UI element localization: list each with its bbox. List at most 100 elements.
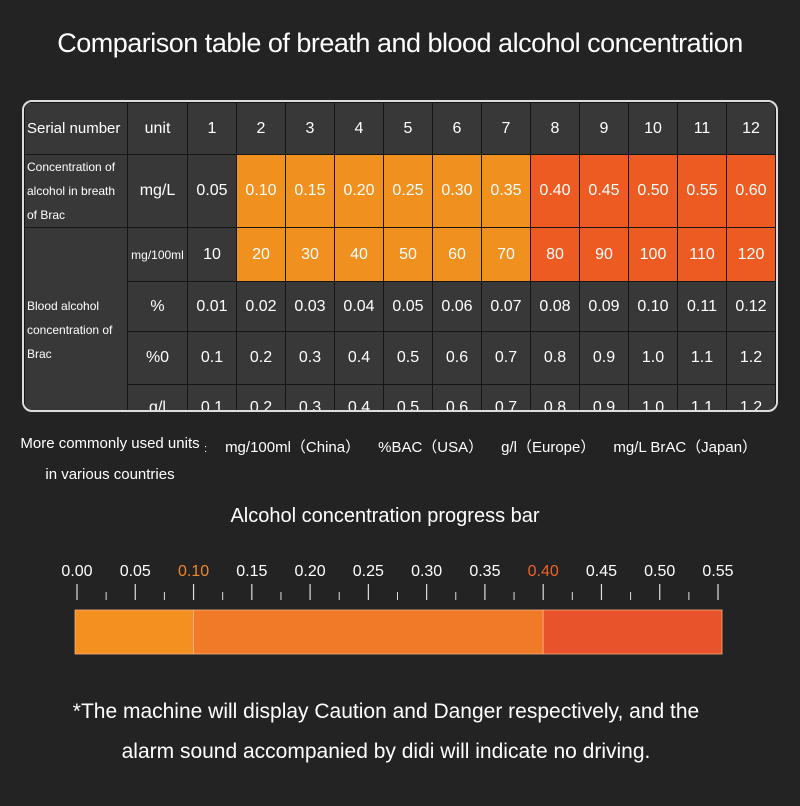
- cell: 0.45: [579, 154, 629, 228]
- cell: 1.2: [726, 331, 776, 385]
- footnote-line: alarm sound accompanied by didi will ind…: [121, 740, 651, 763]
- cell: 0.07: [481, 281, 531, 332]
- cell: 0.6: [432, 331, 482, 385]
- header-cell: 2: [236, 102, 286, 155]
- cell: 0.2: [236, 331, 286, 385]
- cell: 0.02: [236, 281, 286, 332]
- cell: 110: [677, 227, 727, 282]
- header-cell: 4: [334, 102, 384, 155]
- cell: 0.1: [187, 384, 237, 410]
- cell: 0.60: [726, 154, 776, 228]
- header-cell: Serial number: [24, 102, 128, 155]
- table: Serial number unit 1 2 3 4 5 6 7 8 9 10 11 12 Concentr…: [24, 102, 776, 410]
- header-cell: 7: [481, 102, 531, 155]
- footnote: *The machine will display Caution and Da…: [0, 692, 772, 772]
- cell: 0.6: [432, 384, 482, 410]
- row: Concentration of alcohol in breath of Br…: [24, 154, 776, 228]
- cell: 0.8: [530, 384, 580, 410]
- header-cell: 11: [677, 102, 727, 155]
- tick-label: 0.55: [702, 563, 733, 580]
- tick-label: 0.05: [120, 563, 151, 580]
- cell: 0.01: [187, 281, 237, 332]
- cell: 0.08: [530, 281, 580, 332]
- bar-segment: [74, 609, 194, 655]
- note-item: mg/100ml（China）: [225, 439, 361, 456]
- cell: 0.5: [383, 384, 433, 410]
- row: Blood alcohol concentration of Brac mg/10…: [24, 227, 776, 410]
- cell: 0.9: [579, 384, 629, 410]
- cell: 1.0: [628, 331, 678, 385]
- cell: 20: [236, 227, 286, 282]
- cell: 0.05: [383, 281, 433, 332]
- cell: 1.2: [726, 384, 776, 410]
- cell: 0.25: [383, 154, 433, 228]
- cell: 90: [579, 227, 629, 282]
- cell: 0.3: [285, 331, 335, 385]
- progress-title: Alcohol concentration progress bar: [230, 505, 540, 527]
- cell: 0.30: [432, 154, 482, 228]
- group-label: Concentration of alcohol in breath of Br…: [24, 154, 128, 228]
- tick-label: 0.15: [236, 563, 267, 580]
- cell: 0.8: [530, 331, 580, 385]
- cell: 0.7: [481, 331, 531, 385]
- cell: 0.35: [481, 154, 531, 228]
- cell: 1.1: [677, 384, 727, 410]
- table-box: Serial number unit 1 2 3 4 5 6 7 8 9 10 11 12 Concentr…: [22, 100, 778, 412]
- group-label: Blood alcohol concentration of Brac: [24, 227, 128, 410]
- bar-segment: [542, 609, 723, 655]
- unit-cell: g/l: [127, 384, 188, 410]
- cell: 0.4: [334, 384, 384, 410]
- header-cell: unit: [127, 102, 188, 155]
- cell: 0.03: [285, 281, 335, 332]
- cell: 80: [530, 227, 580, 282]
- row: % 0.01 0.02 0.03 0.04 0.05 0.06 0.07 0.08 0.09 0.1…: [25, 281, 776, 332]
- tick-label: 0.50: [644, 563, 675, 580]
- header-cell: 12: [726, 102, 776, 155]
- cell: 0.7: [481, 384, 531, 410]
- cell: 0.04: [334, 281, 384, 332]
- cell: 1.1: [677, 331, 727, 385]
- cell: 0.9: [579, 331, 629, 385]
- cell: 100: [628, 227, 678, 282]
- cell: 0.10: [628, 281, 678, 332]
- cell: 0.40: [530, 154, 580, 228]
- header-cell: 9: [579, 102, 629, 155]
- note-lead: :: [204, 443, 208, 455]
- cell: 0.3: [285, 384, 335, 410]
- header-cell: 6: [432, 102, 482, 155]
- cell: 0.05: [187, 154, 237, 228]
- cell: 0.5: [383, 331, 433, 385]
- units-note-items: : mg/100ml（China） %BAC（USA） g/l（Europe） mg/L…: [204, 436, 757, 457]
- tick-label: 0.00: [61, 563, 92, 580]
- tick-label: 0.25: [353, 563, 384, 580]
- cell: 0.12: [726, 281, 776, 332]
- cell: 0.20: [334, 154, 384, 228]
- bar-segment: [193, 609, 544, 655]
- cell: 60: [432, 227, 482, 282]
- tick-label: 0.40: [528, 563, 559, 580]
- header-cell: 10: [628, 102, 678, 155]
- cell: 0.06: [432, 281, 482, 332]
- cell: 30: [285, 227, 335, 282]
- unit-cell: mg/L: [127, 154, 188, 228]
- header-cell: 3: [285, 102, 335, 155]
- cell: 40: [334, 227, 384, 282]
- unit-cell: mg/100ml: [127, 227, 188, 282]
- tick-label: 0.20: [295, 563, 326, 580]
- tick-label: 0.45: [586, 563, 617, 580]
- footnote-line: *The machine will display Caution and Da…: [72, 700, 700, 723]
- header-row: Serial number unit 1 2 3 4 5 6 7 8 9 10 11 12: [24, 102, 776, 155]
- title: Comparison table of breath and blood alc…: [57, 28, 743, 58]
- row: %0 0.1 0.2 0.3 0.4 0.5 0.6 0.7 0.8 0.9 1.0 1.1 1.2: [25, 331, 776, 385]
- note-item: g/l（Europe）: [501, 439, 596, 456]
- cell: 0.2: [236, 384, 286, 410]
- cell: 0.10: [236, 154, 286, 228]
- row: g/l 0.1 0.2 0.3 0.4 0.5 0.6 0.7 0.8 0.9 1.0 1.1 1.2: [25, 384, 776, 410]
- cell: 50: [383, 227, 433, 282]
- note-item: mg/L BrAC（Japan）: [613, 439, 758, 456]
- cell: 120: [726, 227, 776, 282]
- cell: 0.11: [677, 281, 727, 332]
- tick-label: 0.35: [469, 563, 500, 580]
- header-cell: 5: [383, 102, 433, 155]
